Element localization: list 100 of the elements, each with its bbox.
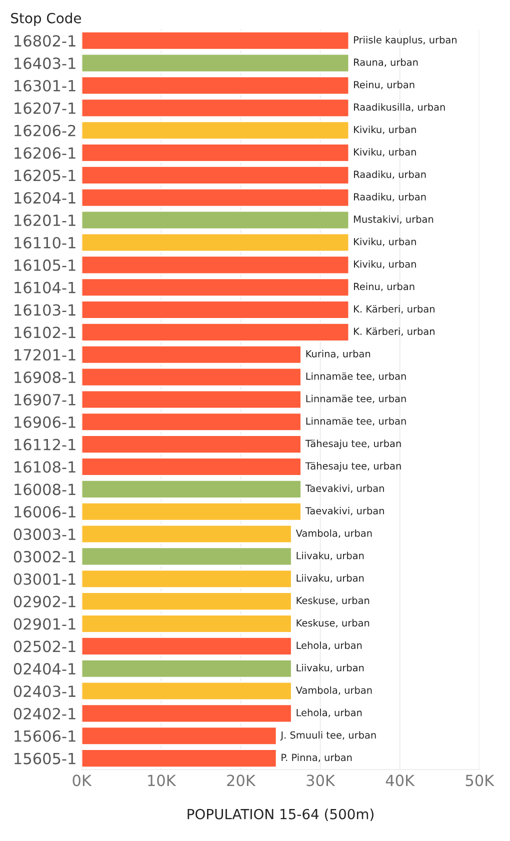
annotation: Vambola, urban: [296, 529, 372, 538]
bar: [82, 76, 350, 96]
bar: [82, 569, 292, 589]
x-tick-label: 40K: [386, 774, 415, 786]
annotation: Keskuse, urban: [296, 619, 370, 628]
annotation: Rauna, urban: [354, 58, 418, 67]
y-tick-label: 17201-1: [14, 349, 76, 361]
annotation: Kiviku, urban: [354, 148, 416, 157]
y-tick-label: 15605-1: [14, 752, 76, 764]
bar: [82, 412, 302, 432]
y-tick-label: 16802-1: [14, 35, 76, 47]
y-tick-label: 16204-1: [14, 192, 76, 204]
annotation: Linnamäe tee, urban: [306, 372, 406, 381]
annotation: Mustakivi, urban: [354, 215, 434, 224]
annotation: Linnamäe tee, urban: [306, 394, 406, 404]
y-tick-label: 02902-1: [14, 596, 76, 608]
x-tick-label: 30K: [306, 774, 336, 786]
y-tick-label: 16207-1: [14, 102, 76, 114]
bar: [82, 300, 350, 320]
x-axis-title: POPULATION 15-64 (500m): [188, 808, 374, 821]
bar: [82, 322, 350, 342]
bar: [82, 546, 292, 566]
y-tick-label: 16108-1: [14, 461, 76, 473]
annotation: Taevakivi, urban: [305, 506, 384, 516]
bar: [82, 210, 350, 230]
bar: [82, 592, 292, 611]
y-axis-title: Stop Code: [11, 12, 82, 26]
bar: [82, 480, 302, 499]
x-tick-label: 10K: [148, 774, 176, 786]
y-tick-label: 16205-1: [14, 170, 76, 182]
annotation: Taevakivi, urban: [305, 484, 384, 493]
annotation: P. Pinna, urban: [282, 754, 352, 762]
bar: [82, 255, 350, 275]
annotation: Kiviku, urban: [354, 126, 416, 134]
bar: [82, 53, 350, 73]
y-tick-label: 16110-1: [14, 236, 76, 249]
annotation: K. Kärberi, urban: [354, 305, 434, 314]
y-tick-label: 16906-1: [14, 416, 76, 428]
bar: [82, 390, 302, 410]
annotation: Reinu, urban: [354, 80, 414, 90]
annotation: Linnamäe tee, urban: [306, 417, 406, 426]
bar: [82, 726, 278, 746]
annotation: Liivaku, urban: [296, 664, 364, 672]
y-tick-label: 16008-1: [14, 484, 76, 496]
bar: [82, 502, 302, 522]
y-tick-label: 02901-1: [14, 618, 76, 630]
annotation: Vambola, urban: [296, 686, 372, 695]
y-tick-label: 16301-1: [14, 80, 76, 92]
y-tick-label: 03002-1: [14, 550, 76, 562]
y-tick-label: 02404-1: [14, 663, 76, 675]
bar: [82, 658, 292, 678]
annotation: Kiviku, urban: [354, 238, 416, 246]
bar: [82, 457, 302, 476]
bar: [82, 166, 350, 185]
annotation: Lehola, urban: [296, 641, 362, 650]
bar: [82, 367, 302, 387]
annotation: Priisle kauplus, urban: [354, 36, 457, 46]
y-tick-label: 02403-1: [14, 685, 76, 698]
bar: [82, 748, 278, 768]
annotation: Raadiku, urban: [354, 192, 426, 202]
x-tick-label: 20K: [227, 774, 256, 786]
x-tick-label: 0K: [72, 774, 92, 786]
y-tick-label: 16104-1: [14, 282, 76, 294]
bar: [82, 30, 350, 50]
y-tick-label: 16907-1: [14, 394, 76, 406]
x-tick-label: 50K: [466, 774, 494, 786]
bar: [82, 232, 350, 252]
y-tick-label: 16201-1: [14, 214, 76, 226]
annotation: Kiviku, urban: [354, 260, 416, 269]
y-tick-label: 03001-1: [14, 573, 76, 585]
y-tick-label: 03003-1: [14, 528, 76, 540]
y-tick-label: 16206-2: [14, 124, 76, 136]
annotation: Reinu, urban: [354, 282, 414, 292]
y-tick-label: 16102-1: [14, 326, 76, 338]
y-tick-label: 16908-1: [14, 372, 76, 384]
annotation: Raadiku, urban: [354, 170, 426, 180]
annotation: Kurina, urban: [306, 350, 370, 358]
y-tick-label: 16403-1: [14, 58, 76, 70]
y-tick-label: 16006-1: [14, 506, 76, 518]
annotation: Raadikusilla, urban: [354, 103, 445, 112]
annotation: K. Kärberi, urban: [354, 327, 434, 336]
annotation: Tähesaju tee, urban: [305, 440, 401, 450]
y-tick-label: 16103-1: [14, 304, 76, 316]
y-tick-label: 16105-1: [14, 259, 76, 271]
bar: [82, 636, 292, 656]
bar: [82, 614, 292, 634]
bar: [82, 344, 302, 364]
annotation: Tähesaju tee, urban: [305, 462, 401, 472]
annotation: Liivaku, urban: [296, 552, 364, 560]
bar: [82, 434, 302, 454]
y-tick-label: 15606-1: [14, 730, 76, 742]
bar: [82, 98, 350, 118]
y-tick-label: 16206-1: [14, 147, 76, 159]
bar: [82, 188, 350, 208]
bar: [82, 524, 292, 544]
y-tick-label: 02402-1: [14, 708, 76, 720]
bar: [82, 681, 292, 701]
bar: [82, 278, 350, 298]
bar: [82, 120, 350, 140]
bar: [82, 704, 292, 724]
